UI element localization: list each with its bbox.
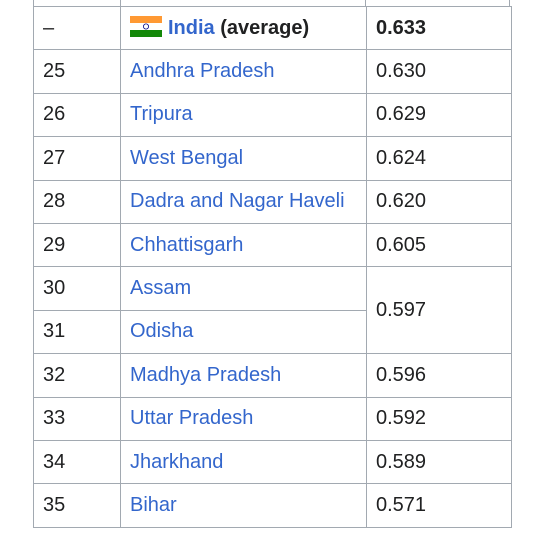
name-cell: Madhya Pradesh (120, 353, 367, 398)
table-row: 29 Chhattisgarh 0.605 (33, 222, 512, 268)
name-cell: Odisha (120, 309, 367, 355)
state-link[interactable]: Dadra and Nagar Haveli (130, 190, 345, 213)
value-cell: 0.629 (366, 92, 512, 138)
name-cell: Dadra and Nagar Haveli (120, 179, 367, 224)
name-cell: Andhra Pradesh (120, 49, 367, 94)
name-cell: Jharkhand (120, 439, 367, 485)
rank-cell: 27 (33, 136, 121, 181)
name-cell: Chhattisgarh (120, 222, 367, 268)
rank-cell: 26 (33, 92, 121, 138)
rank-cell: 34 (33, 439, 121, 485)
name-cell: Uttar Pradesh (120, 396, 367, 441)
state-link[interactable]: Bihar (130, 493, 177, 516)
value-cell: 0.620 (366, 179, 512, 224)
rank-cell: 30 (33, 266, 121, 311)
table-row: 35 Bihar 0.571 (33, 483, 512, 528)
value-cell: 0.571 (366, 483, 512, 528)
state-link[interactable]: Uttar Pradesh (130, 407, 254, 430)
previous-row-edge (33, 0, 510, 6)
value-cell: 0.592 (366, 396, 512, 441)
flag-icon (130, 16, 162, 38)
rank-cell: 31 (33, 309, 121, 355)
rank-cell: 25 (33, 49, 121, 94)
rank-cell: 33 (33, 396, 121, 441)
table-row: 25 Andhra Pradesh 0.630 (33, 49, 512, 94)
value-cell: 0.633 (366, 5, 512, 51)
state-link[interactable]: India (168, 17, 215, 40)
table-row: 30 Assam 0.597 (33, 266, 512, 355)
name-cell: Tripura (120, 92, 367, 138)
rank-cell: 29 (33, 222, 121, 268)
value-cell: 0.630 (366, 49, 512, 94)
rank-cell: – (33, 5, 121, 51)
value-cell: 0.597 (366, 266, 512, 355)
state-link[interactable]: Tripura (130, 103, 193, 126)
state-link[interactable]: Madhya Pradesh (130, 363, 282, 386)
state-link[interactable]: Jharkhand (130, 450, 224, 473)
table-row: 26 Tripura 0.629 (33, 92, 512, 138)
rank-cell: 32 (33, 353, 121, 398)
table-row: 33 Uttar Pradesh 0.592 (33, 396, 512, 441)
table-row: 27 West Bengal 0.624 (33, 136, 512, 181)
table-row: 32 Madhya Pradesh 0.596 (33, 353, 512, 398)
value-cell: 0.624 (366, 136, 512, 181)
value-cell: 0.605 (366, 222, 512, 268)
rank-cell: 35 (33, 483, 121, 528)
rank-cell: 28 (33, 179, 121, 224)
value-cell: 0.589 (366, 439, 512, 485)
ranking-table: – India (average) 0.633 25 Andhra Pradesh 0.6… (33, 5, 512, 528)
state-link[interactable]: Odisha (130, 320, 194, 343)
table-row: 34 Jharkhand 0.589 (33, 439, 512, 485)
name-cell: Bihar (120, 483, 367, 528)
value-cell: 0.596 (366, 353, 512, 398)
name-cell: West Bengal (120, 136, 367, 181)
state-link[interactable]: Andhra Pradesh (130, 60, 275, 83)
state-link[interactable]: Assam (130, 277, 192, 300)
state-link[interactable]: West Bengal (130, 146, 244, 169)
name-cell: India (average) (120, 5, 367, 51)
table-row: – India (average) 0.633 (33, 5, 512, 51)
name-suffix: (average) (220, 17, 310, 40)
table-row: 28 Dadra and Nagar Haveli 0.620 (33, 179, 512, 224)
state-link[interactable]: Chhattisgarh (130, 233, 244, 256)
table-row: 31 Odisha (33, 309, 512, 355)
name-cell: Assam (120, 266, 367, 311)
